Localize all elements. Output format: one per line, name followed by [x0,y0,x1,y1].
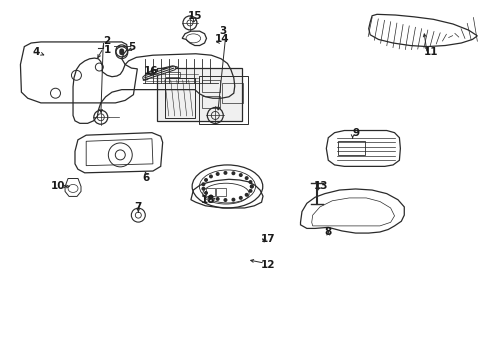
Circle shape [244,176,248,180]
Circle shape [215,197,219,201]
Circle shape [223,198,227,202]
Circle shape [231,198,235,202]
Bar [164,72,180,77]
Text: 16: 16 [143,66,158,76]
Circle shape [238,173,242,177]
Bar [216,188,225,196]
Circle shape [119,50,124,55]
Text: 1: 1 [103,45,111,55]
Circle shape [248,180,252,184]
Circle shape [201,187,205,191]
Circle shape [248,189,252,193]
Circle shape [119,48,124,53]
Text: 18: 18 [200,195,215,205]
Text: 12: 12 [260,260,275,270]
Text: 11: 11 [423,46,437,57]
Text: 5: 5 [127,42,135,51]
Circle shape [223,171,227,175]
Circle shape [238,196,242,200]
Circle shape [244,193,248,197]
Circle shape [215,172,219,176]
Text: 10: 10 [51,181,65,192]
Circle shape [201,182,205,186]
Text: 6: 6 [142,173,149,183]
Circle shape [249,184,253,188]
Bar [198,76,248,124]
Bar [201,96,219,108]
Text: 15: 15 [187,11,202,21]
Text: 3: 3 [219,26,226,36]
Bar [201,80,219,92]
Bar [157,68,242,121]
Circle shape [208,175,212,179]
Text: 8: 8 [324,227,331,237]
Bar [337,140,364,155]
Bar [205,188,215,196]
Circle shape [208,194,212,198]
Bar [164,78,194,118]
Bar [221,83,243,103]
Circle shape [203,191,207,195]
Circle shape [203,178,207,182]
Text: 13: 13 [314,181,328,192]
Text: 14: 14 [215,35,229,44]
Circle shape [249,184,253,188]
Text: 4: 4 [32,46,40,57]
Text: 9: 9 [352,128,359,138]
Text: 2: 2 [103,36,111,46]
Text: 7: 7 [134,202,142,212]
Circle shape [231,171,235,175]
Text: 17: 17 [260,234,275,244]
